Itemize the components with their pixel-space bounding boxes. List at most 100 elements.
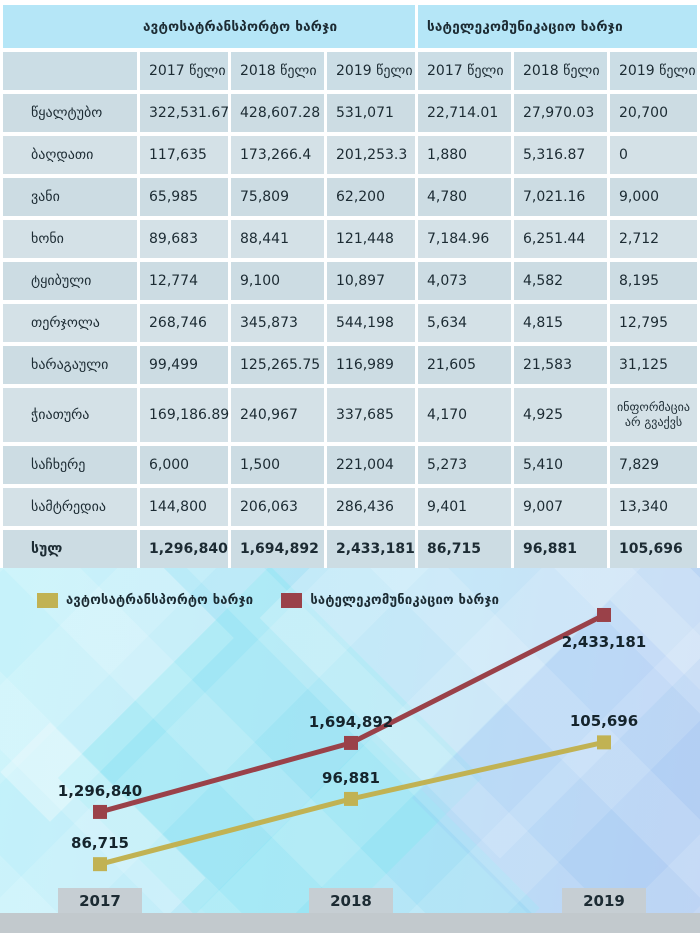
row-value-cell: 1,694,892: [231, 530, 324, 568]
row-value-cell: 117,635: [140, 136, 228, 174]
row-value-cell: 9,007: [514, 488, 607, 526]
row-value-cell: 2,433,181: [327, 530, 415, 568]
row-value-cell: 21,605: [418, 346, 511, 384]
data-point-marker: [344, 791, 358, 806]
data-point-label: 86,715: [71, 834, 129, 853]
row-value-cell: 268,746: [140, 304, 228, 342]
row-value-cell: 12,795: [610, 304, 697, 342]
row-name-cell: ტყიბული: [3, 262, 137, 300]
row-value-cell: 5,273: [418, 446, 511, 484]
row-value-cell: 531,071: [327, 94, 415, 132]
row-value-cell: 345,873: [231, 304, 324, 342]
row-name-cell: ხარაგაული: [3, 346, 137, 384]
year-header-cell: 2018 წელი: [514, 52, 607, 90]
x-axis-tick-2019: 2019: [562, 888, 646, 913]
group-header-telecom: სატელეკომუნიკაციო ხარჯი: [418, 5, 697, 48]
row-name-cell: ჭიათურა: [3, 388, 137, 442]
row-value-cell: 62,200: [327, 178, 415, 216]
row-value-cell: 96,881: [514, 530, 607, 568]
data-point-marker: [93, 857, 107, 872]
row-value-cell: 88,441: [231, 220, 324, 258]
row-value-cell: 544,198: [327, 304, 415, 342]
row-value-cell: 221,004: [327, 446, 415, 484]
row-value-cell: 116,989: [327, 346, 415, 384]
row-value-cell: 6,000: [140, 446, 228, 484]
row-value-cell: 1,296,840: [140, 530, 228, 568]
row-value-cell: 75,809: [231, 178, 324, 216]
data-point-marker: [344, 735, 358, 750]
data-point-label: 1,296,840: [57, 781, 143, 800]
data-point-marker: [93, 804, 107, 819]
row-value-cell: 7,829: [610, 446, 697, 484]
year-header-cell: 2018 წელი: [231, 52, 324, 90]
row-value-cell: 322,531.67: [140, 94, 229, 132]
legend-label: ავტოსატრანსპორტო ხარჯი: [66, 593, 254, 608]
row-value-cell: 7,021.16: [514, 178, 607, 216]
row-value-cell: 12,774: [140, 262, 228, 300]
legend-swatch: [281, 593, 303, 608]
expense-table-section: ავტოსატრანსპორტო ხარჯი სატელეკომუნიკაციო…: [0, 5, 700, 568]
row-value-cell: 99,499: [140, 346, 228, 384]
year-header-cell: 2019 წელი: [327, 52, 415, 90]
row-value-cell: 4,170: [418, 388, 511, 442]
row-value-cell: 206,063: [231, 488, 324, 526]
data-point-marker: [597, 607, 611, 622]
row-value-cell: 121,448: [327, 220, 415, 258]
x-axis-strip: [0, 913, 700, 933]
row-value-cell: 201,253.3: [327, 136, 415, 174]
data-point-label: 96,881: [322, 768, 380, 787]
row-value-cell: 7,184.96: [418, 220, 511, 258]
row-value-cell: 22,714.01: [418, 94, 511, 132]
row-value-cell: 9,000: [610, 178, 697, 216]
row-value-cell: 4,925: [514, 388, 607, 442]
group-header-transport: ავტოსატრანსპორტო ხარჯი: [3, 5, 415, 48]
legend-item-transport: ავტოსატრანსპორტო ხარჯი: [37, 593, 253, 608]
row-value-cell: 5,316.87: [514, 136, 607, 174]
data-point-label: 1,694,892: [308, 712, 394, 731]
row-value-cell: 105,696: [610, 530, 697, 568]
row-value-cell: 21,583: [514, 346, 607, 384]
row-value-cell: 428,607.28: [231, 94, 324, 132]
row-value-cell: 27,970.03: [514, 94, 607, 132]
legend-label: სატელეკომუნიკაციო ხარჯი: [310, 593, 500, 608]
row-value-cell: 65,985: [140, 178, 228, 216]
row-value-cell: 4,815: [514, 304, 607, 342]
year-header-corner-cell: [3, 52, 137, 90]
row-value-cell: 4,780: [418, 178, 511, 216]
row-name-cell: საჩხერე: [3, 446, 137, 484]
year-header-cell: 2019 წელი: [610, 52, 697, 90]
row-value-cell: 2,712: [610, 220, 697, 258]
x-axis-tick-2018: 2018: [309, 888, 393, 913]
row-name-cell: სულ: [3, 530, 137, 568]
data-point-label: 105,696: [569, 712, 639, 731]
row-value-cell: 9,100: [231, 262, 324, 300]
group-header-telecom-label: სატელეკომუნიკაციო ხარჯი: [427, 18, 623, 35]
row-value-cell: 173,266.4: [231, 136, 324, 174]
row-value-cell: 6,251.44: [514, 220, 607, 258]
x-axis-tick-2017: 2017: [58, 888, 142, 913]
year-header-cell: 2017 წელი: [140, 52, 228, 90]
row-name-cell: ვანი: [3, 178, 137, 216]
row-value-cell: 86,715: [418, 530, 511, 568]
row-value-cell: 20,700: [610, 94, 697, 132]
chart-legend: ავტოსატრანსპორტო ხარჯი სატელეკომუნიკაციო…: [37, 593, 499, 608]
row-value-cell: 5,634: [418, 304, 511, 342]
row-value-cell: 31,125: [610, 346, 697, 384]
row-name-cell: ხონი: [3, 220, 137, 258]
row-value-cell: 0: [610, 136, 697, 174]
totals-line-chart: ავტოსატრანსპორტო ხარჯი სატელეკომუნიკაციო…: [0, 568, 700, 933]
row-value-cell: 1,500: [231, 446, 324, 484]
line-plot-svg: [93, 607, 611, 872]
row-name-cell: სამტრედია: [3, 488, 137, 526]
data-point-marker: [597, 735, 611, 750]
row-value-cell: 4,582: [514, 262, 607, 300]
row-value-cell: 13,340: [610, 488, 697, 526]
row-value-cell: 240,967: [231, 388, 324, 442]
row-value-cell: 286,436: [327, 488, 415, 526]
row-name-cell: თერჯოლა: [3, 304, 137, 342]
row-value-cell: 337,685: [327, 388, 415, 442]
row-name-cell: წყალტუბო: [3, 94, 137, 132]
row-value-cell: 8,195: [610, 262, 697, 300]
expense-table-grid: 2017 წელი 2018 წელი 2019 წელი 2017 წელი 2018…: [0, 52, 700, 568]
year-header-cell: 2017 წელი: [418, 52, 511, 90]
